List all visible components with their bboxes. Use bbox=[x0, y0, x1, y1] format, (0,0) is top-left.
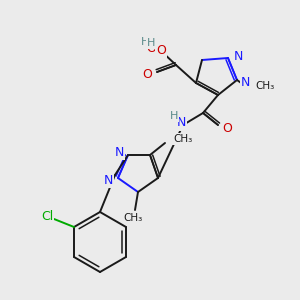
Text: H: H bbox=[141, 37, 149, 47]
Text: O: O bbox=[156, 44, 166, 56]
Text: O: O bbox=[222, 122, 232, 136]
Text: N: N bbox=[103, 173, 113, 187]
Text: CH₃: CH₃ bbox=[173, 134, 192, 144]
Text: H: H bbox=[170, 111, 178, 121]
Text: CH₃: CH₃ bbox=[123, 213, 142, 223]
Text: O: O bbox=[142, 68, 152, 82]
Text: CH₃: CH₃ bbox=[255, 81, 274, 91]
Text: O: O bbox=[146, 43, 156, 56]
Text: N: N bbox=[176, 116, 186, 130]
Text: H: H bbox=[147, 38, 155, 48]
Text: Cl: Cl bbox=[41, 209, 53, 223]
Text: N: N bbox=[241, 76, 250, 89]
Text: N: N bbox=[115, 146, 124, 158]
Text: N: N bbox=[234, 50, 243, 62]
